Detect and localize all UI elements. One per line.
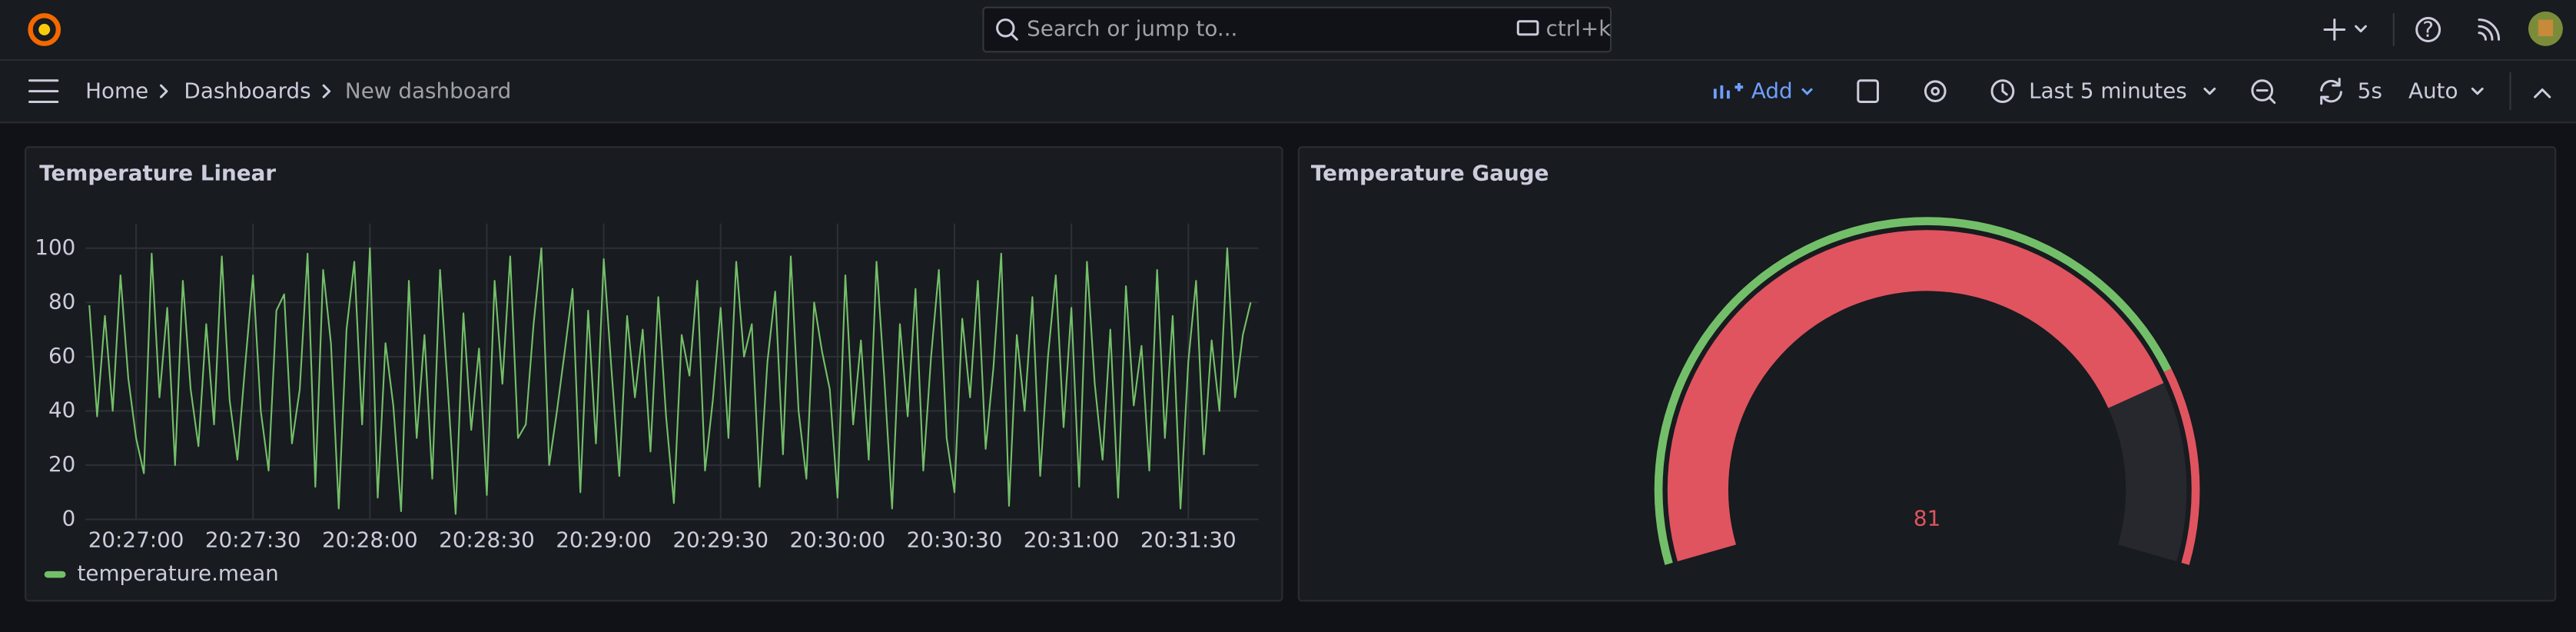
y-tick-label: 40: [48, 397, 75, 422]
gauge-track: [2108, 383, 2187, 562]
x-tick-label: 20:31:30: [1140, 527, 1237, 552]
search-box[interactable]: [982, 6, 1612, 53]
x-tick-label: 20:28:30: [439, 527, 535, 552]
search-placeholder: Search or jump to...: [1027, 15, 1237, 41]
zoom-out-button[interactable]: [2251, 79, 2274, 101]
x-tick-label: 20:30:30: [907, 527, 1003, 552]
time-caret: [2203, 87, 2216, 95]
add-button[interactable]: Add: [1751, 78, 1793, 104]
logo-core: [38, 24, 51, 35]
breadcrumb-current: New dashboard: [345, 78, 511, 104]
breadcrumb[interactable]: Dashboards: [184, 78, 310, 104]
x-tick-label: 20:28:00: [322, 527, 418, 552]
x-tick-label: 20:31:00: [1024, 527, 1120, 552]
collapse-button[interactable]: [2534, 88, 2551, 98]
avatar-face: [2538, 19, 2554, 37]
add-caret: [1801, 88, 1814, 95]
search-icon: [1011, 33, 1018, 41]
breadcrumb-separator: [322, 84, 331, 98]
legend-label: temperature.mean: [77, 560, 278, 586]
refresh-mode[interactable]: Auto: [2408, 78, 2458, 104]
breadcrumb-separator: [160, 84, 168, 98]
x-tick-label: 20:27:00: [88, 527, 184, 552]
x-tick-label: 20:29:30: [672, 527, 768, 552]
new-button[interactable]: [2323, 18, 2367, 41]
add-icon: [1713, 82, 1744, 99]
y-tick-label: 0: [62, 506, 76, 531]
settings-gear: [1930, 86, 1940, 96]
threshold-band: [2163, 368, 2200, 565]
clock-hand: [2001, 83, 2008, 96]
news-button[interactable]: [2478, 18, 2501, 41]
menu-button[interactable]: [28, 79, 59, 104]
y-tick-label: 100: [35, 235, 75, 260]
refresh-caret: [2471, 87, 2484, 95]
grafana-logo[interactable]: [28, 13, 61, 46]
breadcrumb[interactable]: Home: [85, 78, 148, 104]
series-line: [88, 247, 1252, 515]
toolbar: [0, 61, 2576, 122]
refresh-interval[interactable]: 5s: [2358, 78, 2382, 104]
x-tick-label: 20:29:00: [556, 527, 652, 552]
legend-swatch: [44, 570, 66, 578]
gauge-value: [1667, 230, 2164, 562]
help-button[interactable]: [2415, 17, 2442, 42]
x-tick-label: 20:30:00: [789, 527, 885, 552]
help-glyph: ?: [2422, 17, 2434, 42]
y-tick-label: 20: [48, 451, 75, 477]
y-tick-label: 80: [48, 288, 75, 314]
search-icon: [996, 18, 1015, 38]
refresh-button[interactable]: [2320, 78, 2342, 105]
save-button[interactable]: [1857, 79, 1879, 104]
settings-button[interactable]: [1924, 80, 1947, 102]
keyboard-icon: [1516, 20, 1539, 36]
panel-title: Temperature Linear: [39, 161, 276, 186]
panel-title: Temperature Gauge: [1311, 161, 1549, 186]
y-tick-label: 60: [48, 343, 75, 368]
logo-ring: [28, 13, 61, 46]
search-shortcut: ctrl+k: [1546, 15, 1612, 41]
gauge-value-label: 81: [1914, 506, 1940, 531]
time-range-picker[interactable]: Last 5 minutes: [2029, 78, 2187, 104]
clock-icon: [1990, 79, 2015, 104]
x-tick-label: 20:27:30: [205, 527, 301, 552]
panel: [1297, 146, 2557, 602]
zoom-glyph: [2256, 89, 2276, 105]
